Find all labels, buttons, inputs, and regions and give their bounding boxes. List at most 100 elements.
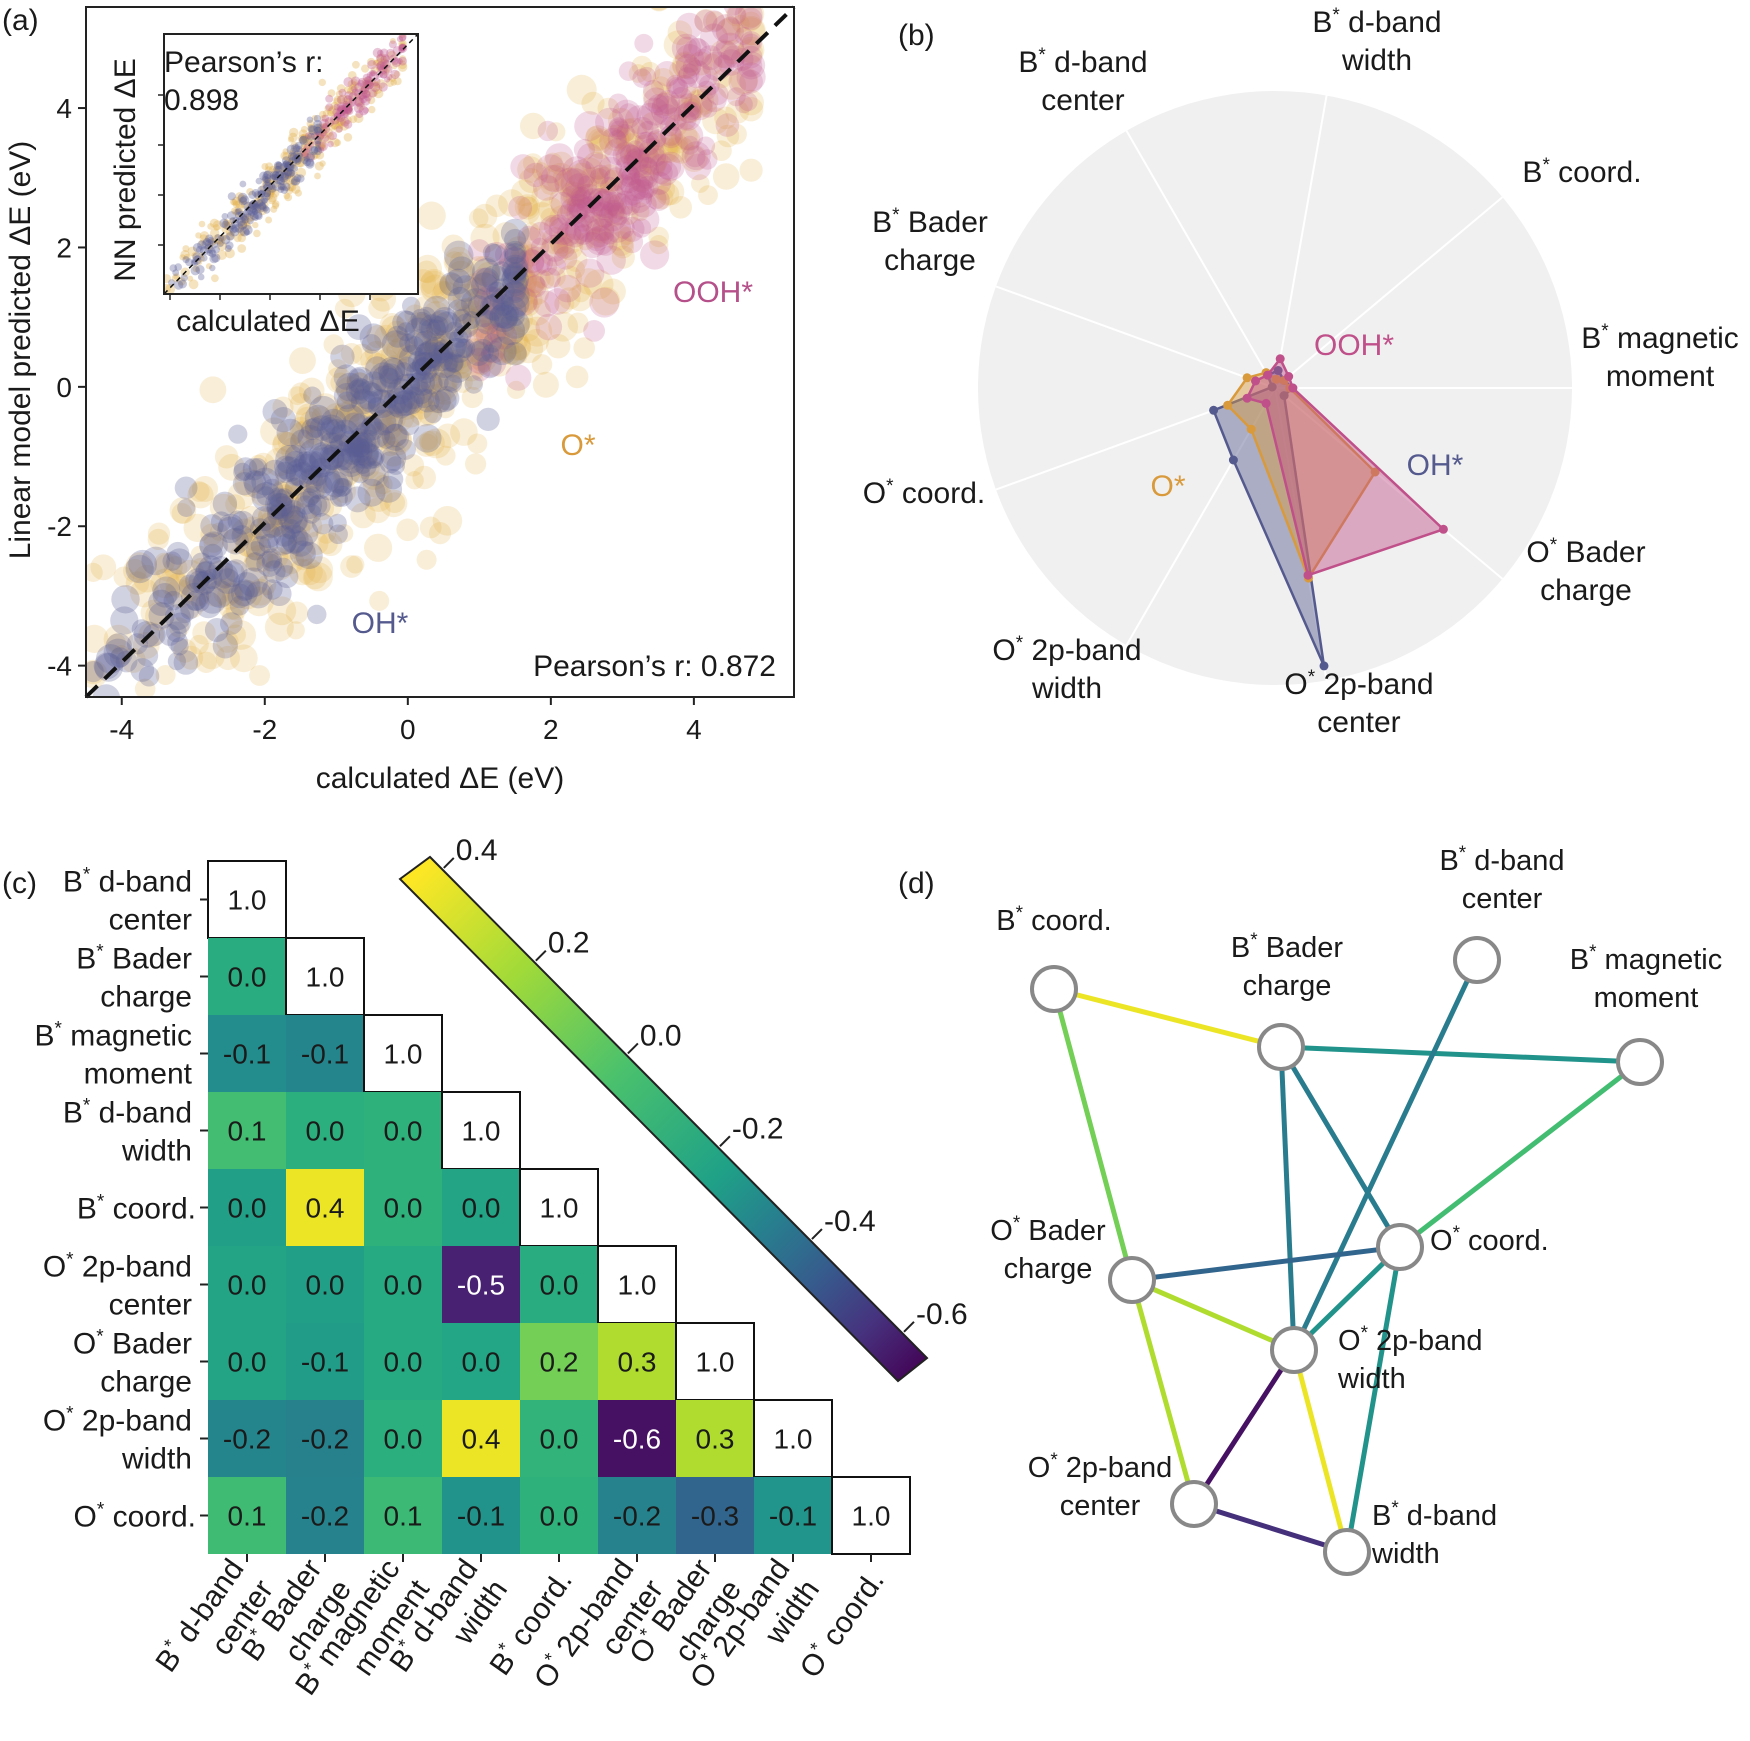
scatter-point-ooh: [683, 60, 712, 89]
inset-point: [343, 133, 353, 142]
scatter-point-o: [330, 402, 360, 432]
scatter-point-o: [679, 98, 703, 122]
scatter-point-o: [235, 528, 264, 558]
scatter-point-oh: [233, 457, 258, 481]
scatter-point-o: [379, 313, 405, 338]
network-node-label: O* 2p-band: [1338, 1323, 1482, 1357]
inset-point: [365, 81, 374, 90]
scatter-point-ooh: [587, 187, 612, 212]
scatter-point-o: [470, 223, 500, 253]
scatter-point-oh: [267, 581, 292, 607]
scatter-point-ooh: [597, 183, 626, 212]
radar-axis-label: center: [1041, 84, 1124, 117]
scatter-point-o: [694, 9, 718, 33]
scatter-point-o: [275, 492, 302, 519]
inset-point: [327, 89, 336, 97]
inset-point: [233, 234, 242, 243]
scatter-point-ooh: [647, 94, 670, 116]
scatter-point-oh: [361, 415, 383, 437]
inset-point: [299, 151, 308, 161]
inset-point: [212, 245, 220, 254]
scatter-point-ooh: [637, 66, 657, 86]
scatter-point-oh: [251, 467, 280, 496]
inset-point: [348, 84, 358, 94]
inset-point: [334, 116, 345, 127]
inset-point: [173, 280, 184, 290]
inset-point: [225, 229, 232, 236]
inset-point: [343, 77, 354, 87]
inset-point: [399, 44, 407, 52]
inset-point: [340, 117, 350, 127]
scatter-point-oh: [276, 418, 305, 447]
row-label: O* Bader: [73, 1327, 192, 1361]
scatter-point-ooh: [614, 190, 638, 215]
inset-point: [240, 215, 249, 225]
heatmap-cell-value: 1.0: [228, 885, 267, 916]
scatter-point-o: [362, 471, 390, 498]
scatter-point-oh: [270, 407, 296, 433]
scatter-point-oh: [411, 311, 433, 334]
scatter-point-oh: [244, 470, 273, 499]
scatter-point-oh: [284, 510, 307, 534]
inset-point: [339, 121, 349, 131]
scatter-point-oh: [349, 438, 380, 469]
scatter-point-oh: [262, 399, 288, 425]
scatter-point-oh: [367, 388, 393, 414]
scatter-point-ooh: [696, 136, 716, 156]
scatter-point-o: [364, 483, 393, 512]
scatter-point-ooh: [639, 156, 658, 175]
radar-axis-label: B* Bader: [872, 205, 988, 239]
scatter-point-o: [364, 533, 393, 562]
scatter-point-oh: [95, 644, 126, 674]
scatter-point-o: [244, 586, 274, 617]
inset-point: [336, 84, 346, 93]
scatter-point-ooh: [736, 62, 766, 92]
scatter-point-ooh: [554, 167, 585, 198]
scatter-point-o: [242, 516, 264, 538]
inset-point: [376, 53, 387, 63]
scatter-point-o: [476, 262, 500, 286]
scatter-point-ooh: [508, 195, 533, 220]
scatter-point-o: [251, 483, 274, 507]
scatter-point-o: [472, 270, 501, 300]
scatter-point-o: [582, 151, 611, 181]
scatter-point-ooh: [608, 118, 630, 140]
scatter-point-ooh: [603, 215, 632, 243]
scatter-point-o: [238, 505, 264, 531]
inset-point: [231, 199, 239, 206]
inset-point: [398, 39, 407, 49]
scatter-point-o: [286, 621, 305, 640]
scatter-point-oh: [199, 531, 228, 560]
scatter-point-ooh: [636, 175, 659, 199]
scatter-point-o: [518, 202, 540, 224]
scatter-point-oh: [355, 422, 377, 444]
scatter-point-o: [416, 549, 437, 570]
scatter-point-o: [639, 61, 661, 83]
scatter-point-oh: [502, 271, 528, 297]
inset-point: [192, 243, 203, 253]
scatter-point-ooh: [490, 322, 518, 350]
scatter-point-o: [635, 151, 666, 182]
scatter-point-o: [225, 599, 247, 621]
scatter-point-o: [684, 90, 713, 119]
inset-point: [342, 95, 353, 106]
scatter-point-o: [256, 575, 277, 596]
scatter-point-oh: [274, 461, 297, 483]
inset-point: [264, 166, 273, 175]
scatter-point-o: [711, 140, 732, 161]
scatter-point-ooh: [620, 172, 650, 202]
scatter-point-ooh: [470, 361, 491, 382]
scatter-point-o: [290, 382, 312, 404]
scatter-point-oh: [285, 464, 308, 486]
scatter-point-o: [188, 481, 210, 502]
scatter-point-o: [485, 194, 509, 218]
scatter-point-oh: [433, 388, 457, 413]
inset-point: [311, 114, 318, 121]
scatter-point-oh: [152, 583, 178, 608]
scatter-point-oh: [305, 472, 333, 500]
scatter-point-o: [698, 185, 718, 206]
colorbar-tick: [811, 1228, 823, 1240]
scatter-point-ooh: [675, 53, 701, 80]
scatter-point-o: [416, 371, 444, 398]
